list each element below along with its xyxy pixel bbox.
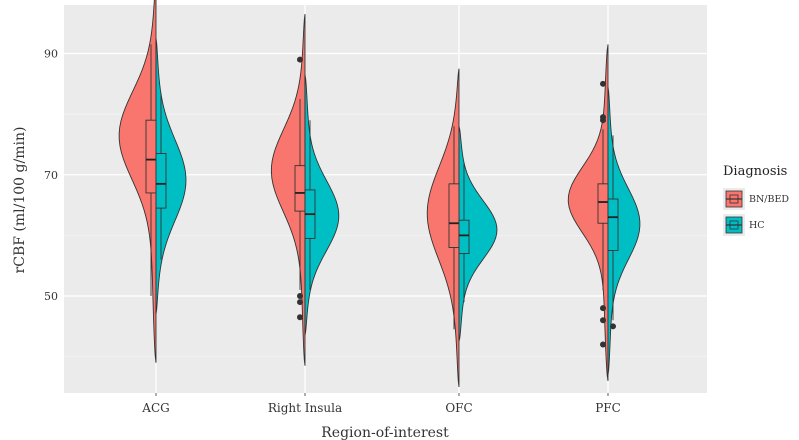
boxplots bbox=[145, 44, 619, 330]
box bbox=[448, 183, 460, 248]
box bbox=[294, 165, 306, 212]
y-tick-label: 90 bbox=[44, 48, 58, 61]
legend-title: Diagnosis bbox=[723, 164, 788, 179]
box bbox=[155, 153, 167, 209]
box bbox=[607, 198, 619, 251]
box bbox=[145, 119, 157, 194]
outlier-point bbox=[297, 293, 303, 299]
legend-key-bn-bed bbox=[723, 188, 745, 210]
legend-item-bn-bed: BN/BED bbox=[723, 186, 789, 212]
legend-item-hc: HC bbox=[723, 212, 789, 238]
legend-label-bn-bed: BN/BED bbox=[749, 193, 790, 205]
violin-hc-acg bbox=[155, 38, 187, 315]
outlier-point bbox=[610, 323, 616, 330]
outlier-point bbox=[297, 314, 303, 321]
violins bbox=[118, 0, 641, 387]
box bbox=[597, 183, 609, 224]
violin-bn-bed-pfc bbox=[567, 44, 609, 381]
outlier-point bbox=[600, 305, 606, 312]
outlier-point bbox=[600, 341, 606, 348]
x-tick-label: ACG bbox=[141, 401, 169, 415]
y-tick-labels: 50 70 90 bbox=[44, 48, 58, 304]
violin-hc-right-insula bbox=[304, 74, 340, 336]
outlier-point bbox=[297, 299, 303, 306]
y-tick-label: 50 bbox=[44, 290, 58, 303]
violin-bn-bed-acg bbox=[118, 0, 157, 363]
violin-bn-bed-ofc bbox=[426, 68, 460, 387]
outliers bbox=[297, 56, 616, 348]
y-tick-label: 70 bbox=[44, 169, 58, 182]
x-tick-label: OFC bbox=[445, 401, 472, 415]
legend: BN/BED HC bbox=[723, 186, 789, 238]
box bbox=[458, 219, 470, 255]
legend-key-hc bbox=[723, 214, 745, 236]
x-tick-label: Right Insula bbox=[268, 401, 342, 415]
outlier-point bbox=[600, 317, 606, 324]
x-tick-labels: ACG Right Insula OFC PFC bbox=[141, 393, 621, 415]
outlier-point bbox=[297, 56, 303, 63]
x-axis-label: Region-of-interest bbox=[321, 425, 449, 440]
legend-label-hc: HC bbox=[749, 219, 765, 231]
violin-bn-bed-right-insula bbox=[270, 14, 306, 366]
outlier-point bbox=[600, 117, 606, 124]
x-tick-label: PFC bbox=[595, 401, 621, 415]
violin-hc-ofc bbox=[458, 126, 498, 342]
outlier-point bbox=[600, 80, 606, 87]
y-axis-label: rCBF (ml/100 g/min) bbox=[12, 127, 28, 274]
